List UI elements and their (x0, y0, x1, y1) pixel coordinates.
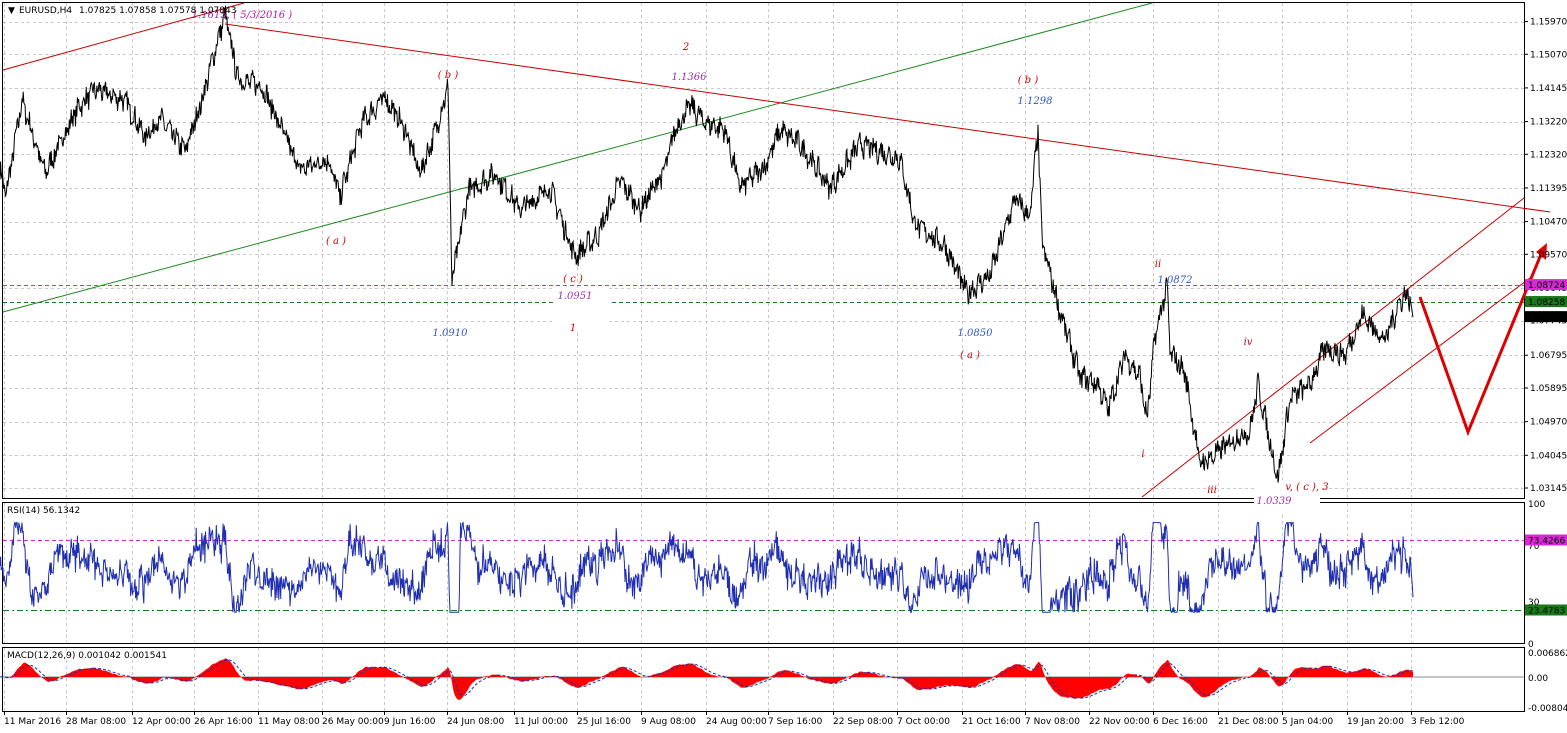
wave-label: ( a ) (960, 350, 980, 361)
rsi-level-box (1525, 534, 1567, 546)
price-marker-label: 1.08724 (1528, 281, 1565, 291)
price-tick-label: 1.06795 (1530, 351, 1567, 361)
wave-label: ( b ) (1018, 75, 1039, 86)
price-tick-label: 1.12320 (1530, 150, 1567, 160)
time-tick-label: 26 May 00:00 (322, 717, 384, 727)
time-tick-label: 7 Sep 16:00 (768, 717, 823, 727)
time-tick-label: 7 Oct 00:00 (897, 717, 950, 727)
red-resistance-line (224, 23, 1551, 213)
price-tick-label: 1.14145 (1530, 84, 1567, 94)
chart-symbol: EURUSD,H4 (19, 6, 72, 16)
time-tick-label: 21 Oct 16:00 (962, 717, 1021, 727)
time-tick-label: 24 Aug 00:00 (706, 717, 767, 727)
rsi-scale-label: 100 (1528, 500, 1545, 510)
time-tick-label: 12 Apr 00:00 (132, 717, 191, 727)
wave-label: 1.0850 (958, 328, 994, 339)
chart-ohlc: 1.07825 1.07858 1.07578 1.07843 (79, 6, 236, 16)
price-tick-label: 1.15070 (1530, 50, 1567, 60)
price-tick-label: 1.04045 (1530, 451, 1567, 461)
price-tick-label: 1.05895 (1530, 384, 1567, 394)
macd-title: MACD(12,26,9) 0.001042 0.001541 (7, 651, 167, 661)
wave-label: 1 (570, 323, 576, 334)
price-marker-label: 1.08258 (1528, 298, 1565, 308)
wave-label: 1.0872 (1158, 275, 1193, 286)
rsi-level-label: 73.4266 (1528, 537, 1565, 547)
time-tick-label: 6 Dec 16:00 (1153, 717, 1208, 727)
price-series (0, 5, 1414, 483)
macd-scale-label: 0.00 (1528, 674, 1548, 684)
green-trendline (2, 2, 1153, 313)
time-tick-label: 21 Dec 08:00 (1218, 717, 1279, 727)
projection-arrowhead (1536, 243, 1547, 260)
price-marker-label: 1.07843 (1528, 313, 1565, 323)
time-tick-label: 7 Nov 08:00 (1025, 717, 1080, 727)
price-tick-label: 1.13220 (1530, 118, 1567, 128)
wave-labels: 1.1615, ( 5/3/2016 ) ( b ) ( a ) 2 1.1366 ( c… (192, 10, 1329, 507)
wave-label: iv (1244, 337, 1253, 348)
time-tick-label: 11 Jul 00:00 (514, 717, 568, 727)
trend-lines (2, 2, 1551, 513)
time-tick-label: 28 Mar 08:00 (66, 717, 126, 727)
macd-scale-label: -0.008043 (1528, 704, 1567, 714)
wave-label: ( a ) (326, 236, 346, 247)
rsi-level-box (1525, 604, 1567, 616)
time-tick-label: 25 Jul 16:00 (577, 717, 631, 727)
macd-signal-line (0, 659, 1414, 699)
time-tick-label: 19 Jan 20:00 (1347, 717, 1404, 727)
wave-label: ii (1155, 259, 1161, 270)
time-tick-label: 3 Feb 12:00 (1411, 717, 1465, 727)
price-marker-box (1525, 311, 1567, 323)
projection-path (1418, 246, 1546, 437)
wave-label: 2 (682, 42, 689, 53)
wave-label: 1.0910 (433, 328, 469, 339)
wave-label: 1.0951 (558, 291, 593, 302)
macd-histogram (0, 658, 1413, 700)
axes: 1.15970 1.15070 1.14145 1.13220 1.12320 1.113… (4, 18, 1567, 727)
red-trendline-top (2, 2, 245, 71)
header-arrow-icon[interactable]: ▼ (8, 6, 15, 16)
channel-upper-line (1141, 197, 1525, 498)
wave-label: 1.1615, ( 5/3/2016 ) (192, 10, 293, 21)
wave-label: ( b ) (438, 70, 459, 81)
channel-lower-line (1309, 277, 1531, 444)
wave-label: 1.0339 (1257, 496, 1293, 507)
price-tick-label: 1.10470 (1530, 218, 1567, 228)
price-tick-label: 1.03145 (1530, 484, 1567, 494)
rsi-title: RSI(14) 56.1342 (7, 506, 80, 516)
time-tick-label: 24 Jun 08:00 (447, 717, 504, 727)
time-tick-label: 11 May 08:00 (258, 717, 320, 727)
wave-label: 1.1366 (672, 72, 708, 83)
price-tick-label: 1.09570 (1530, 250, 1567, 260)
price-marker-box (1525, 279, 1567, 291)
price-tick-label: 1.15970 (1530, 18, 1567, 28)
time-tick-label: 9 Aug 08:00 (641, 717, 696, 727)
rsi-level-label: 23.4783 (1528, 607, 1565, 617)
wave-label: i (1141, 449, 1144, 460)
macd-scale-label: 0.006862 (1528, 649, 1567, 659)
rsi-line (0, 521, 1414, 613)
macd-series: 0.006862 0.00 -0.008043 (0, 649, 1567, 714)
rsi-scale-label: 0 (1528, 640, 1534, 650)
label-box (1254, 483, 1320, 513)
label-box (553, 288, 609, 330)
wave-label: ( c ) (563, 274, 583, 285)
price-tick-label: 1.04970 (1530, 418, 1567, 428)
time-tick-label: 5 Jan 04:00 (1282, 717, 1334, 727)
price-line (0, 5, 1414, 483)
wave-label: v, ( c ), 3 (1285, 482, 1328, 493)
rsi-scale-label: 30 (1528, 598, 1540, 608)
wave-label: 1.1298 (1018, 96, 1053, 107)
time-tick-label: 22 Nov 00:00 (1089, 717, 1150, 727)
rsi-scale-label: 70 (1528, 542, 1540, 552)
time-tick-label: 9 Jun 16:00 (384, 717, 436, 727)
rsi-series: 100 70 30 0 73.4266 23.4783 (0, 500, 1567, 650)
price-marker-box (1525, 296, 1567, 308)
price-tick-label: 1.11395 (1530, 184, 1567, 194)
time-tick-label: 26 Apr 16:00 (194, 717, 253, 727)
time-tick-label: 22 Sep 08:00 (833, 717, 893, 727)
wave-label: iii (1207, 485, 1217, 496)
time-tick-label: 11 Mar 2016 (4, 717, 61, 727)
